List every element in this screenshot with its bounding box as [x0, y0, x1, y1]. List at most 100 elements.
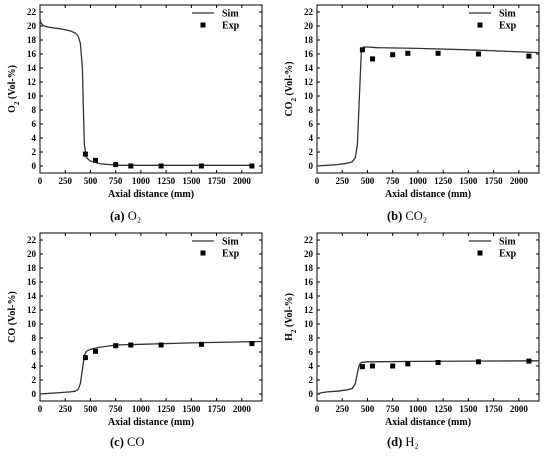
exp-data-point: [526, 53, 532, 59]
x-tick-label: 500: [361, 176, 375, 186]
y-tick-label: 4: [309, 361, 314, 371]
y-axis-label-part: O: [7, 105, 18, 113]
caption-text: O₂: [127, 209, 142, 223]
x-axis-label: Axial distance (mm): [108, 189, 194, 200]
sim-series-line: [39, 340, 263, 395]
y-tick-label: 20: [27, 249, 37, 259]
y-tick-label: 22: [304, 7, 314, 17]
y-tick-label: 20: [27, 21, 37, 31]
x-tick-label: 1000: [409, 176, 428, 186]
y-tick-label: 20: [304, 249, 314, 259]
exp-data-point: [390, 52, 396, 58]
y-tick-label: 16: [27, 49, 37, 59]
y-axis-label-part: (Vol-%): [284, 293, 295, 330]
y-tick-label: 2: [309, 147, 314, 157]
exp-data-point: [113, 343, 119, 349]
y-tick-label: 0: [32, 161, 37, 171]
legend-label: Sim: [222, 9, 239, 20]
y-tick-label: 16: [304, 277, 314, 287]
y-tick-label: 16: [304, 49, 314, 59]
y-tick-label: 4: [32, 133, 37, 143]
exp-data-point: [128, 342, 134, 348]
legend-label: Sim: [499, 9, 516, 20]
sim-series-line: [39, 18, 252, 166]
y-tick-label: 2: [309, 375, 314, 385]
y-tick-label: 12: [27, 305, 37, 315]
y-tick-label: 6: [32, 347, 37, 357]
sim-series-line: [316, 360, 540, 395]
caption-tag: (d): [387, 435, 403, 449]
exp-data-point: [359, 47, 365, 53]
chart-o2: 0 2 4 6 8 10 12 14 16 18 20 22 0 250 500 750 1000 1250 150…: [7, 4, 263, 200]
chart-panel-h2: 0 2 4 6 8 10 12 14 16 18 20 22 0 250 500 750 1000 1250 150…: [277, 228, 550, 456]
y-tick-label: 6: [309, 347, 314, 357]
exp-data-point: [359, 364, 365, 370]
y-tick-label: 18: [304, 35, 314, 45]
y-tick-label: 22: [27, 7, 37, 17]
y-axis-label: O2 (Vol-%): [7, 65, 21, 113]
exp-data-point: [475, 51, 481, 57]
exp-data-point: [435, 50, 441, 56]
legend-label: Sim: [222, 237, 239, 248]
x-tick-label: 0: [315, 404, 320, 414]
chart-panel-co: 0 2 4 6 8 10 12 14 16 18 20 22 0 250 500 750 1000 1250 150…: [0, 228, 273, 456]
chart-h2: 0 2 4 6 8 10 12 14 16 18 20 22 0 250 500 750 1000 1250 150…: [284, 232, 540, 428]
legend-marker-swatch: [477, 250, 483, 256]
y-axis-label-part: (Vol-%): [284, 61, 295, 98]
chart-co2: 0 2 4 6 8 10 12 14 16 18 20 22 0 250 500 750 1000 1250 150…: [284, 4, 540, 200]
exp-data-point: [475, 359, 481, 365]
y-tick-label: 16: [27, 277, 37, 287]
x-tick-label: 750: [109, 176, 123, 186]
x-tick-label: 2000: [233, 176, 252, 186]
y-axis-label-part: 2: [290, 98, 298, 102]
plot-frame: [316, 232, 540, 402]
exp-data-point: [435, 360, 441, 365]
y-tick-label: 0: [32, 389, 37, 399]
chart-caption: (c) CO: [110, 435, 144, 450]
exp-data-point: [249, 341, 255, 347]
legend-marker-swatch: [200, 22, 206, 28]
y-tick-label: 18: [304, 263, 314, 273]
x-tick-label: 1250: [157, 404, 176, 414]
x-tick-label: 1000: [409, 404, 428, 414]
legend-label: Sim: [499, 237, 516, 248]
legend-label: Exp: [499, 249, 517, 260]
x-tick-label: 0: [38, 404, 43, 414]
y-tick-label: 18: [27, 263, 37, 273]
x-tick-label: 250: [335, 404, 349, 414]
exp-data-point: [249, 163, 255, 169]
chart-caption: (b) CO₂: [387, 209, 427, 224]
exp-data-point: [198, 341, 204, 347]
y-tick-label: 10: [304, 91, 314, 101]
x-tick-label: 250: [335, 176, 349, 186]
y-tick-label: 6: [309, 119, 314, 129]
y-tick-label: 0: [309, 389, 314, 399]
x-tick-label: 1250: [434, 176, 453, 186]
legend-marker-swatch: [477, 22, 483, 28]
y-tick-label: 8: [32, 105, 37, 115]
y-tick-label: 12: [27, 77, 37, 87]
x-tick-label: 0: [38, 176, 43, 186]
exp-data-point: [113, 162, 119, 168]
exp-data-point: [405, 361, 411, 367]
caption-text: CO₂: [405, 209, 428, 223]
x-tick-label: 1500: [459, 176, 478, 186]
caption-tag: (c): [110, 435, 124, 449]
exp-data-point: [405, 50, 411, 56]
y-axis-label-part: CO (Vol-%): [7, 291, 18, 343]
y-axis-label: CO2 (Vol-%): [284, 61, 298, 116]
chart-caption: (a) O₂: [110, 209, 141, 224]
y-tick-label: 12: [304, 305, 314, 315]
exp-data-point: [370, 56, 375, 62]
y-tick-label: 4: [309, 133, 314, 143]
x-tick-label: 1750: [485, 176, 504, 186]
x-tick-label: 1250: [434, 404, 453, 414]
chart-panel-o2: 0 2 4 6 8 10 12 14 16 18 20 22 0 250 500 750 1000 1250 150…: [0, 0, 273, 228]
exp-data-point: [82, 151, 88, 157]
y-tick-label: 14: [304, 291, 314, 301]
legend-label: Exp: [222, 249, 240, 260]
y-tick-label: 14: [27, 291, 37, 301]
exp-data-point: [128, 163, 134, 169]
chart-co: 0 2 4 6 8 10 12 14 16 18 20 22 0 250 500 750 1000 1250 150…: [7, 232, 263, 428]
y-axis-label: H2 (Vol-%): [284, 293, 298, 341]
